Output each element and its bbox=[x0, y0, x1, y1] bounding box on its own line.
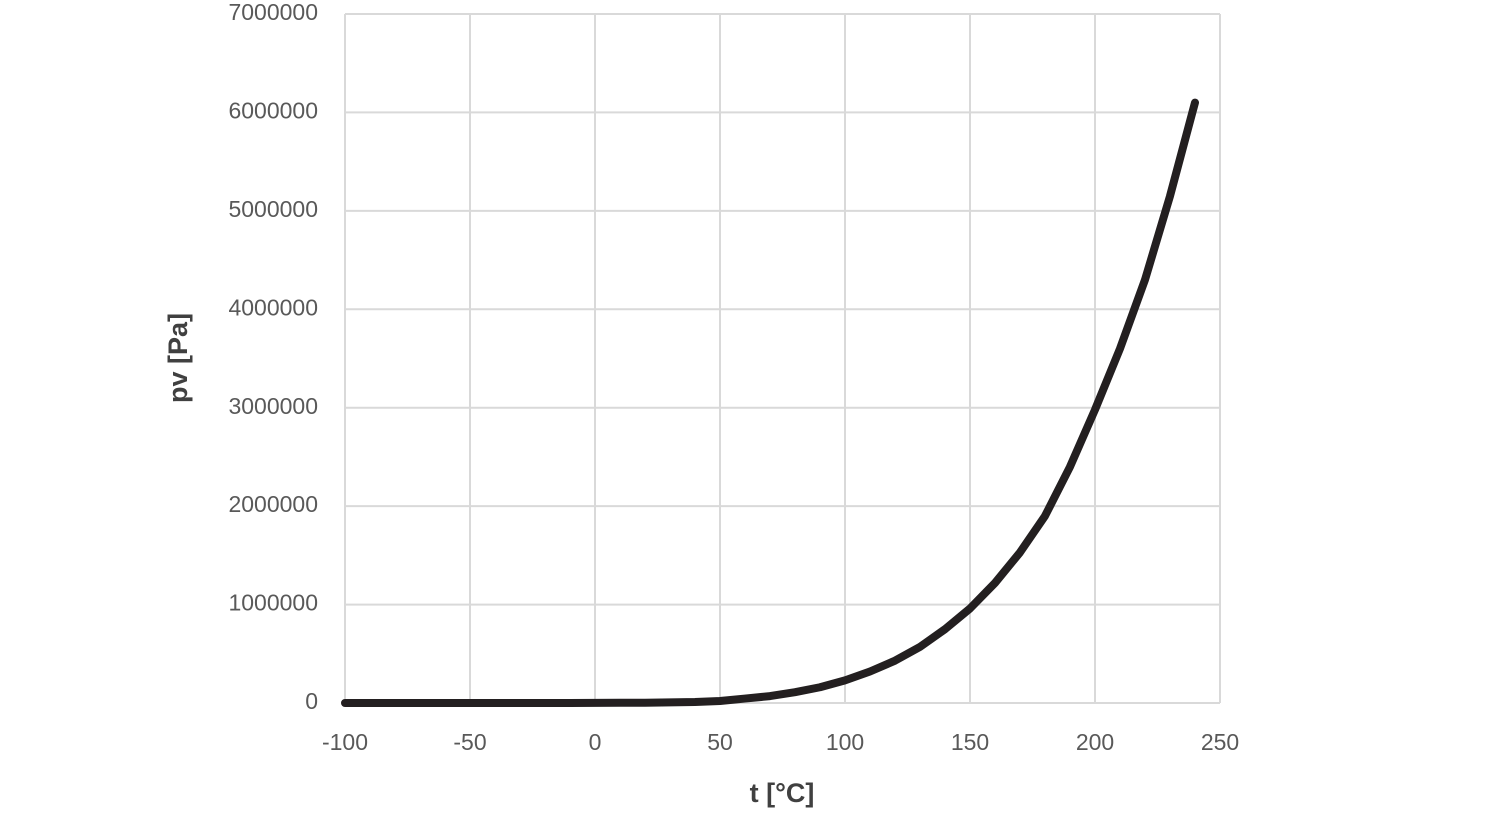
x-tick-label: -50 bbox=[453, 729, 486, 755]
y-tick-label: 1000000 bbox=[228, 590, 318, 616]
x-tick-label: 250 bbox=[1201, 729, 1239, 755]
data-line bbox=[341, 98, 1199, 707]
x-tick-label: -100 bbox=[322, 729, 368, 755]
y-tick-label: 5000000 bbox=[228, 196, 318, 222]
y-tick-label: 6000000 bbox=[228, 98, 318, 124]
y-tick-label: 2000000 bbox=[228, 491, 318, 517]
y-tick-label: 4000000 bbox=[228, 294, 318, 320]
x-axis-title: t [°C] bbox=[750, 778, 815, 808]
x-tick-label: 200 bbox=[1076, 729, 1114, 755]
x-tick-label: 150 bbox=[951, 729, 989, 755]
y-tick-label: 7000000 bbox=[228, 0, 318, 25]
y-axis-title: pv [Pa] bbox=[163, 313, 193, 403]
y-tick-label: 0 bbox=[305, 688, 318, 714]
x-tick-label: 100 bbox=[826, 729, 864, 755]
x-tick-label: 0 bbox=[589, 729, 602, 755]
y-tick-label: 3000000 bbox=[228, 393, 318, 419]
x-tick-label: 50 bbox=[707, 729, 733, 755]
